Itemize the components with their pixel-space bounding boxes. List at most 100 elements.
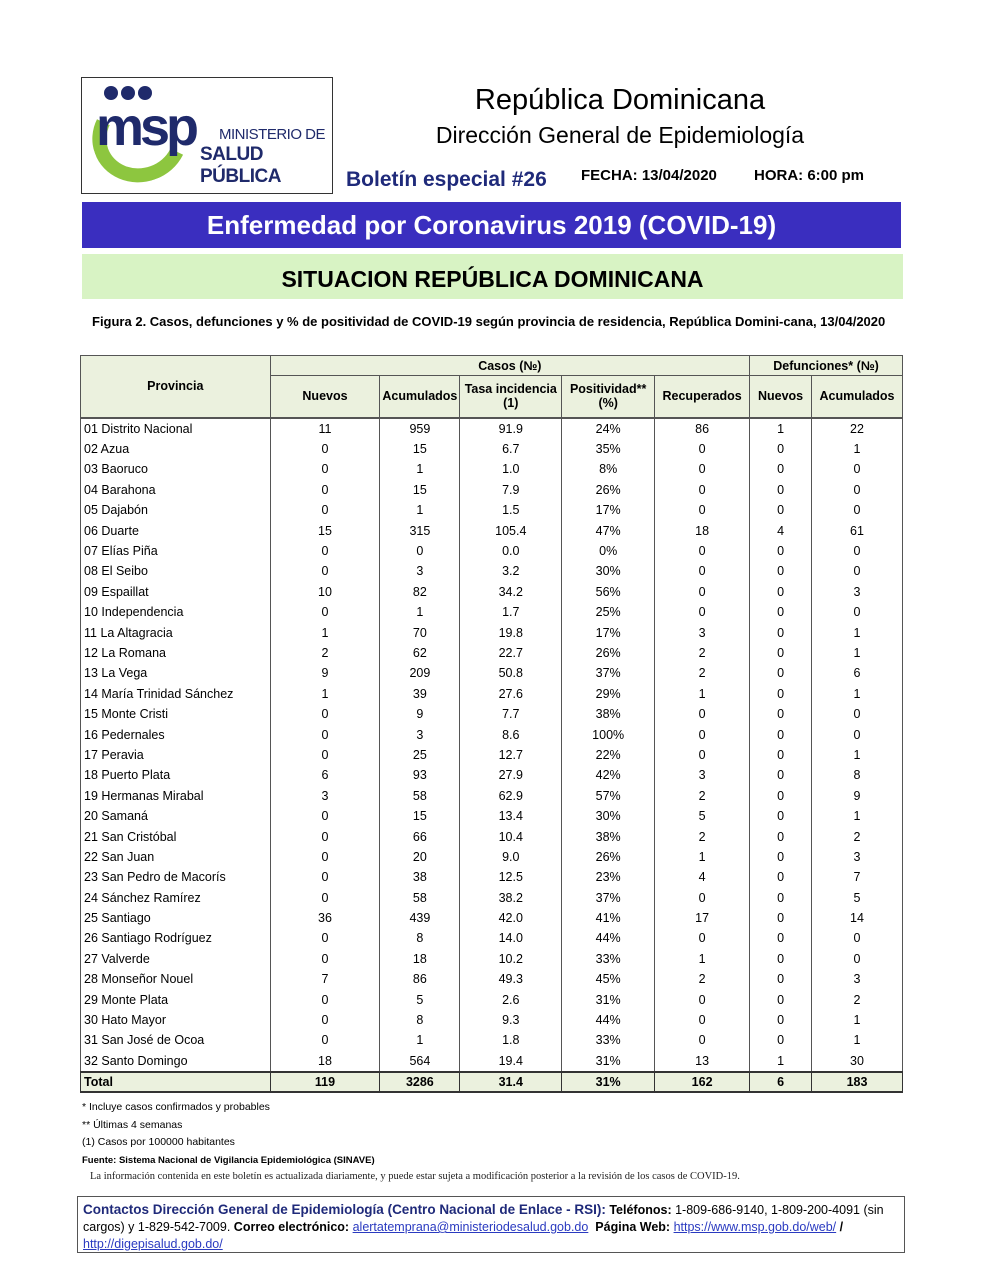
value-cell: 9.0: [459, 846, 563, 868]
table-row: 21 San Cristóbal 0 66 10.4 38% 2 0 2: [80, 826, 903, 847]
province-cell: 06 Duarte: [80, 520, 271, 541]
value-cell: 0: [269, 887, 381, 908]
value-cell: 0: [749, 867, 813, 888]
table-row: 25 Santiago 36 439 42.0 41% 17 0 14: [80, 907, 903, 929]
value-cell: 0: [654, 540, 751, 562]
value-cell: 0: [654, 581, 751, 603]
value-cell: 39: [379, 683, 461, 704]
department-title: Dirección General de Epidemiología: [435, 122, 805, 148]
email-link[interactable]: alertatemprana@ministeriodesalud.gob.do: [352, 1220, 589, 1234]
province-cell: 27 Valverde: [80, 948, 271, 970]
value-cell: 3: [811, 969, 903, 990]
value-cell: 0: [654, 1009, 751, 1031]
value-cell: 0: [749, 622, 813, 643]
value-cell: 86: [654, 416, 751, 439]
value-cell: 0: [269, 867, 381, 888]
note-1: * Incluye casos confirmados y probables: [82, 1101, 270, 1113]
value-cell: 0: [269, 540, 381, 562]
table-row: 01 Distrito Nacional 11 959 91.9 24% 86 1 22: [80, 416, 903, 439]
value-cell: 38%: [561, 703, 656, 725]
value-cell: 41%: [561, 907, 656, 929]
value-cell: 0: [749, 948, 813, 970]
value-cell: 0: [749, 785, 813, 806]
value-cell: 10.2: [459, 948, 563, 970]
table-notes: * Incluye casos confirmados y probables …: [82, 1099, 375, 1169]
value-cell: 27.6: [459, 683, 563, 704]
value-cell: 15: [379, 438, 461, 460]
value-cell: 18: [379, 948, 461, 970]
link-separator: /: [839, 1220, 844, 1234]
value-cell: 0: [654, 703, 751, 725]
value-cell: 18: [654, 520, 751, 541]
value-cell: 1: [269, 683, 381, 704]
value-cell: 31%: [561, 1050, 656, 1072]
situation-subtitle: SITUACION REPÚBLICA DOMINICANA: [82, 254, 903, 299]
value-cell: 0: [749, 846, 813, 868]
table-row: 15 Monte Cristi 0 9 7.7 38% 0 0 0: [80, 703, 903, 725]
column-header: Acumulados: [379, 375, 461, 418]
province-cell: 01 Distrito Nacional: [80, 416, 271, 439]
value-cell: 10.4: [459, 826, 563, 847]
value-cell: 209: [379, 663, 461, 684]
web-link-digepisalud[interactable]: http://digepisalud.gob.do/: [83, 1237, 223, 1251]
value-cell: 27.9: [459, 765, 563, 786]
value-cell: 15: [379, 479, 461, 501]
update-disclaimer: La información contenida en este boletín…: [90, 1171, 740, 1182]
value-cell: 57%: [561, 785, 656, 806]
table-row: 05 Dajabón 0 1 1.5 17% 0 0 0: [80, 500, 903, 521]
value-cell: 17%: [561, 500, 656, 521]
value-cell: 91.9: [459, 416, 563, 439]
column-header: Nuevos: [749, 375, 813, 418]
value-cell: 0: [269, 1009, 381, 1031]
source-note: Fuente: Sistema Nacional de Vigilancia E…: [82, 1154, 375, 1166]
province-cell: 12 La Romana: [80, 642, 271, 664]
value-cell: 0: [654, 479, 751, 501]
table-row: 06 Duarte 15 315 105.4 47% 18 4 61: [80, 520, 903, 541]
value-cell: 1: [654, 948, 751, 970]
province-cell: 18 Puerto Plata: [80, 765, 271, 786]
msp-logo: msp MINISTERIO DE SALUD PÚBLICA: [79, 77, 333, 196]
value-cell: 0%: [561, 540, 656, 562]
value-cell: 0: [749, 887, 813, 908]
value-cell: 1: [269, 622, 381, 643]
value-cell: 0: [811, 561, 903, 582]
value-cell: 2: [269, 642, 381, 664]
table-row: 11 La Altagracia 1 70 19.8 17% 3 0 1: [80, 622, 903, 643]
value-cell: 1: [811, 1030, 903, 1051]
value-cell: 62: [379, 642, 461, 664]
value-cell: 0: [749, 826, 813, 847]
value-cell: 4: [749, 520, 813, 541]
value-cell: 13: [654, 1050, 751, 1072]
value-cell: 0: [811, 479, 903, 501]
province-cell: 04 Barahona: [80, 479, 271, 501]
web-link-msp[interactable]: https://www.msp.gob.do/web/: [673, 1220, 837, 1234]
province-cell: 29 Monte Plata: [80, 989, 271, 1010]
value-cell: 0: [749, 805, 813, 827]
province-cell: 11 La Altagracia: [80, 622, 271, 643]
value-cell: 82: [379, 581, 461, 603]
value-cell: 3: [811, 846, 903, 868]
value-cell: 58: [379, 785, 461, 806]
value-cell: 24%: [561, 416, 656, 439]
table-row: 27 Valverde 0 18 10.2 33% 1 0 0: [80, 948, 903, 970]
table-row: 03 Baoruco 0 1 1.0 8% 0 0 0: [80, 459, 903, 480]
value-cell: 0: [269, 703, 381, 725]
table-row: 04 Barahona 0 15 7.9 26% 0 0 0: [80, 479, 903, 501]
value-cell: 0: [749, 500, 813, 521]
value-cell: 1: [654, 846, 751, 868]
province-cell: 32 Santo Domingo: [80, 1050, 271, 1072]
value-cell: 0: [749, 438, 813, 460]
value-cell: 20: [379, 846, 461, 868]
table-row: 13 La Vega 9 209 50.8 37% 2 0 6: [80, 663, 903, 684]
value-cell: 23%: [561, 867, 656, 888]
value-cell: 4: [654, 867, 751, 888]
province-table: Provincia Casos (№) Defunciones* (№) Nue…: [80, 355, 903, 1093]
value-cell: 0: [269, 846, 381, 868]
total-row: Total 119 3286 31.4 31% 162 6 183: [80, 1071, 903, 1093]
figure-caption: Figura 2. Casos, defunciones y % de posi…: [92, 314, 886, 329]
value-cell: 7: [811, 867, 903, 888]
province-cell: 13 La Vega: [80, 663, 271, 684]
value-cell: 0: [654, 928, 751, 949]
header-defunciones: Defunciones* (№): [749, 355, 903, 376]
